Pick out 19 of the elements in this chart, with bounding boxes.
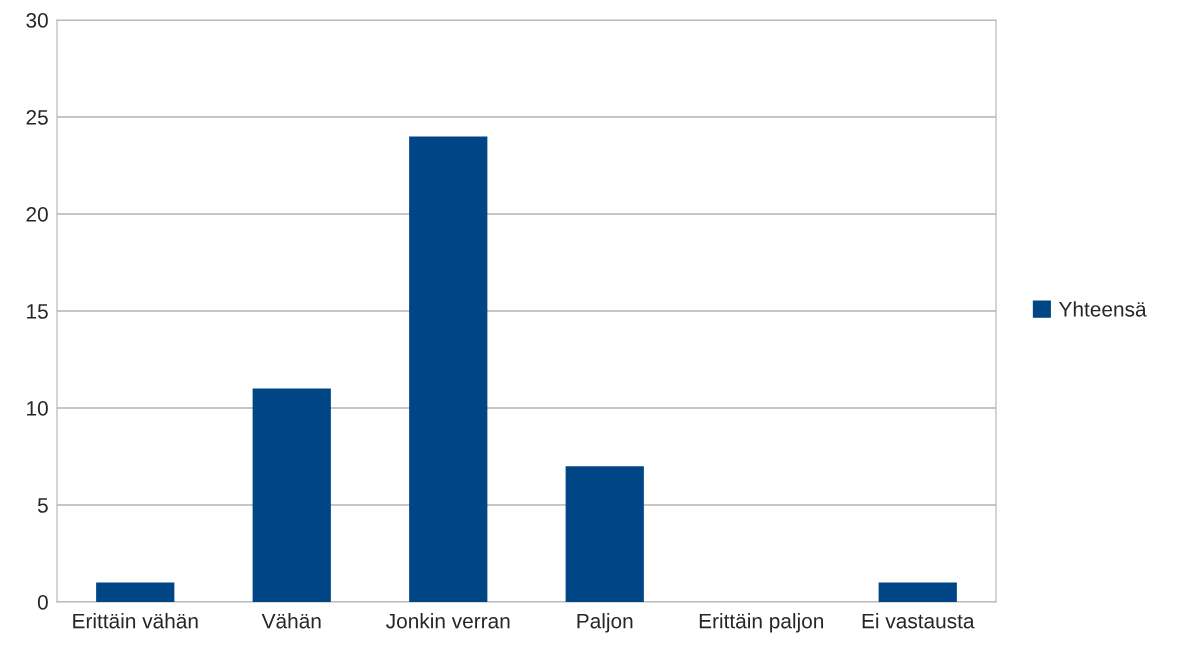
y-tick-label: 15 bbox=[27, 304, 48, 319]
y-tick-label: 5 bbox=[37, 498, 48, 513]
bar bbox=[252, 388, 331, 602]
y-tick-label: 20 bbox=[26, 207, 48, 222]
bar bbox=[878, 582, 957, 602]
x-tick-label: Erittäin vähän bbox=[73, 613, 198, 629]
bar bbox=[565, 466, 644, 602]
y-tick-label: 30 bbox=[26, 13, 48, 28]
bar bbox=[409, 136, 488, 602]
y-tick-label: 0 bbox=[37, 595, 48, 610]
y-tick-label: 25 bbox=[26, 110, 48, 125]
legend-label: Yhteensä bbox=[1058, 301, 1147, 317]
y-tick-label: 10 bbox=[27, 401, 48, 416]
x-tick-label: Vähän bbox=[261, 613, 321, 629]
x-tick-label: Jonkin verran bbox=[386, 613, 510, 629]
x-tick-label: Ei vastausta bbox=[862, 613, 975, 629]
x-tick-label: Paljon bbox=[577, 613, 633, 633]
bar bbox=[96, 582, 175, 602]
x-tick-label: Erittäin paljon bbox=[699, 613, 824, 633]
